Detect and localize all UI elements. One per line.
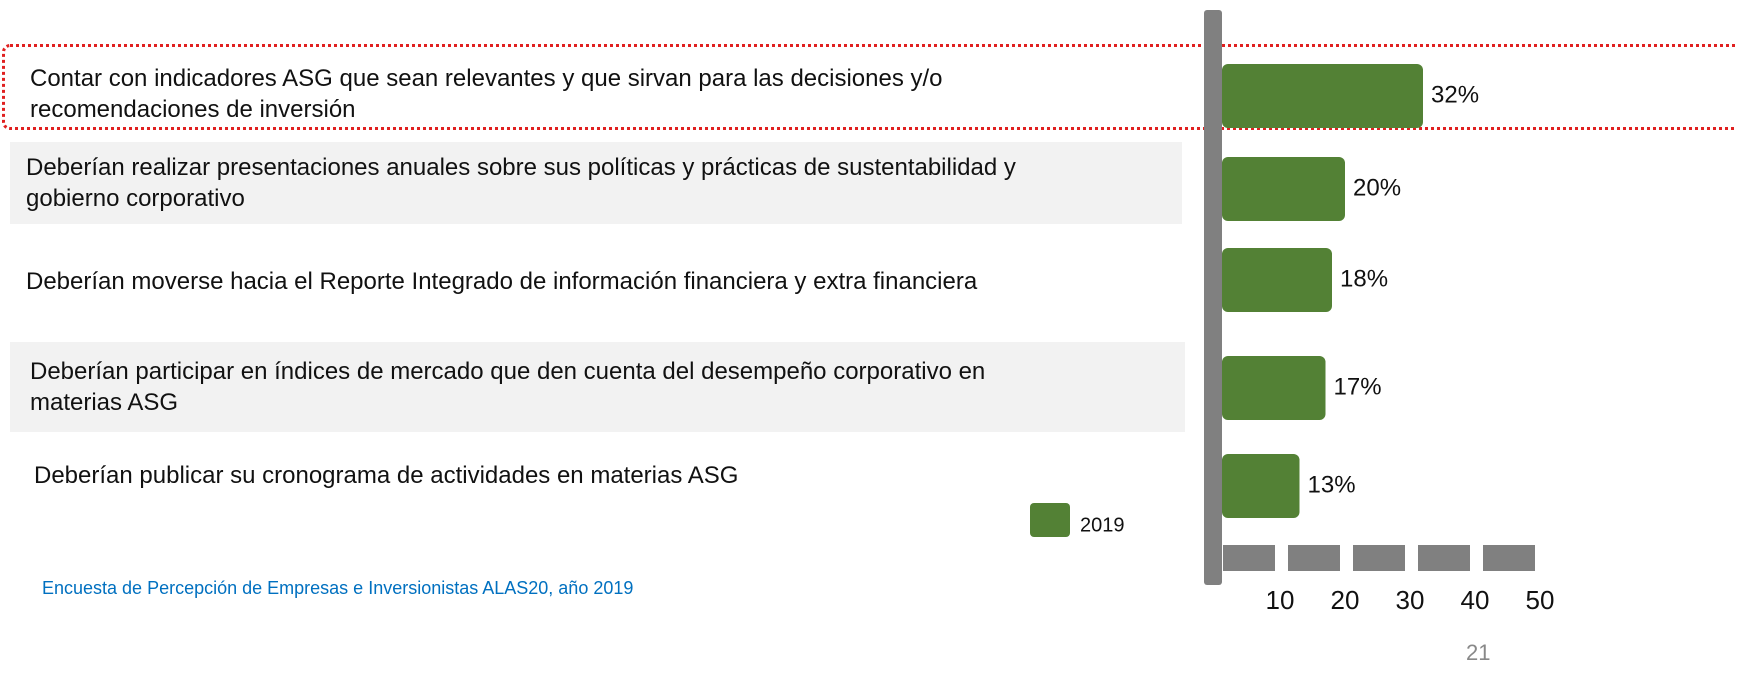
bar (1222, 356, 1326, 420)
tick-block (1353, 545, 1405, 571)
bar (1222, 248, 1332, 312)
value-label: 13% (1308, 471, 1356, 498)
bar (1222, 454, 1300, 518)
value-label: 20% (1353, 174, 1401, 201)
category-label: Contar con indicadores ASG que sean rele… (30, 65, 943, 123)
category-label: Deberían realizar presentaciones anuales… (26, 154, 1016, 212)
row-background (10, 342, 1185, 432)
axis-line (1204, 10, 1222, 585)
row-background (10, 142, 1182, 224)
value-label: 17% (1334, 373, 1382, 400)
source-note: Encuesta de Percepción de Empresas e Inv… (42, 578, 634, 598)
tick-block (1288, 545, 1340, 571)
legend-label: 2019 (1080, 514, 1125, 536)
legend-swatch (1030, 503, 1070, 537)
bar (1222, 64, 1423, 128)
tick-block (1483, 545, 1535, 571)
highlight-box (2, 44, 1737, 130)
bar (1222, 157, 1345, 221)
tick-block (1223, 545, 1275, 571)
tick-block (1418, 545, 1470, 571)
category-label: Deberían publicar su cronograma de activ… (34, 462, 739, 489)
category-label: Deberían moverse hacia el Reporte Integr… (26, 268, 978, 295)
x-tick-label: 20 (1331, 585, 1360, 615)
x-tick-label: 40 (1461, 585, 1490, 615)
x-tick-label: 10 (1266, 585, 1295, 615)
x-tick-label: 50 (1526, 585, 1555, 615)
page-number: 21 (1466, 640, 1491, 665)
value-label: 18% (1340, 265, 1388, 292)
category-label: Deberían participar en índices de mercad… (30, 358, 986, 416)
x-tick-label: 30 (1396, 585, 1425, 615)
value-label: 32% (1431, 81, 1479, 108)
